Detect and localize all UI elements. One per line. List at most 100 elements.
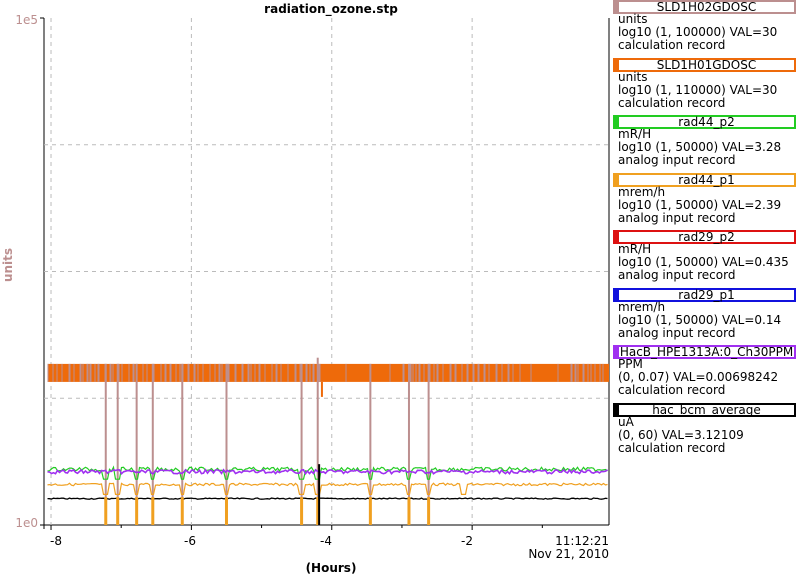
sld1h02gdosc-mark (409, 363, 412, 382)
sld1h02gdosc-mark (164, 363, 167, 382)
legend-range: log10 (1, 50000) VAL=0.435 (618, 255, 789, 269)
sld1h02gdosc-mark (442, 363, 444, 382)
sld1h02gdosc-mark (574, 363, 577, 382)
legend-range: log10 (1, 50000) VAL=0.14 (618, 312, 782, 327)
sld1h02gdosc-mark (530, 363, 532, 382)
sld1h02gdosc-mark (501, 363, 503, 382)
sld1h02gdosc-mark (402, 363, 405, 382)
y-axis-label: units (1, 248, 15, 282)
sld1h02gdosc-mark (345, 363, 347, 382)
x-tick-label-4: -2 (461, 534, 473, 548)
rad44-p2-line (47, 465, 608, 480)
sld1h02gdosc-mark (112, 363, 114, 382)
legend-record-type: analog input record (618, 268, 736, 282)
legend-range: log10 (1, 50000) VAL=3.28 (618, 140, 782, 154)
sld1h02gdosc-mark (258, 363, 261, 382)
sld1h02gdosc-mark (142, 363, 144, 382)
legend-record-type: calculation record (618, 440, 726, 455)
sld1h02gdosc-mark (73, 363, 75, 382)
sld1h02gdosc-mark (175, 363, 177, 382)
sld1h01gdosc-band (47, 363, 609, 382)
rad44-p1-spike-5 (180, 497, 184, 525)
sld1h02gdosc-mark (86, 363, 89, 382)
sld1h02gdosc-mark (128, 363, 130, 382)
sld1h02gdosc-mark (287, 363, 289, 382)
sld1h02gdosc-mark (214, 363, 216, 382)
legend-swatch-box[interactable]: SLD1H01GDOSC (613, 57, 796, 72)
sld1h02gdosc-mark (97, 363, 100, 382)
sld1h02gdosc-mark (305, 363, 308, 382)
sld1h02gdosc-mark (94, 363, 96, 382)
sld1h02gdosc-mark (472, 363, 475, 382)
sld1h02gdosc-mark (179, 363, 181, 382)
sld1h02gdosc-mark (241, 363, 244, 382)
sld1h02gdosc-mark (280, 363, 282, 382)
x-tick-label-2: -6 (184, 534, 196, 548)
rad44-p1-spike-6 (224, 497, 228, 525)
sld1h02gdosc-mark (153, 363, 155, 382)
legend-range: (0, 60) VAL=3.12109 (618, 427, 744, 442)
sld1h02gdosc-mark (512, 363, 514, 382)
sld1h02gdosc-mark (187, 363, 190, 382)
legend-item-rad44-p2[interactable]: rad44_p2 mR/H log10 (1, 50000) VAL=3.28 … (613, 115, 800, 173)
sld1h02gdosc-mark (56, 363, 58, 382)
sld1h02gdosc-mark (197, 363, 199, 382)
legend-swatch-box[interactable]: rad44_p1 (613, 172, 796, 187)
rad44-p1-spike-11 (427, 497, 431, 525)
sld1h02gdosc-mark (495, 363, 498, 382)
sld1h02gdosc-mark (109, 363, 112, 382)
legend-swatch-box[interactable]: hac_bcm_average (613, 402, 796, 417)
date-label: Nov 21, 2010 (528, 547, 609, 561)
sld1h02gdosc-mark (483, 363, 486, 382)
legend-item-hac-bcm-average[interactable]: hac_bcm_average uA (0, 60) VAL=3.12109 c… (613, 402, 800, 461)
legend-item-hacb-hpe1313a[interactable]: HacB_HPE1313A:0_Ch30PPM PPM (0, 0.07) VA… (613, 345, 800, 403)
sld1h02gdosc-mark (507, 363, 510, 382)
sld1h02gdosc-mark (250, 363, 252, 382)
legend-item-rad44-p1[interactable]: rad44_p1 mrem/h log10 (1, 50000) VAL=2.3… (613, 172, 800, 231)
time-label: 11:12:21 (555, 534, 609, 548)
legend-unit: mrem/h (618, 299, 666, 314)
sld1h02gdosc-mark (454, 363, 457, 382)
legend-record-type: analog input record (618, 153, 736, 167)
legend-swatch-box[interactable]: HacB_HPE1313A:0_Ch30PPM (613, 345, 796, 359)
legend-range: log10 (1, 110000) VAL=30 (618, 82, 778, 97)
legend-swatch-box[interactable]: rad29_p2 (613, 230, 796, 244)
sld1h02gdosc-mark (221, 363, 223, 382)
sld1h02gdosc-mark (309, 363, 311, 382)
x-tick-label-1: -8 (50, 534, 62, 548)
legend-item-sld1h02gdosc[interactable]: SLD1H02GDOSC units log10 (1, 100000) VAL… (613, 0, 800, 58)
sld1h02gdosc-mark (436, 363, 439, 382)
sld1h02gdosc-mark (209, 363, 211, 382)
sld1h02gdosc-mark (602, 363, 604, 382)
sld1h02gdosc-mark (477, 363, 480, 382)
legend-swatch-box[interactable]: rad44_p2 (613, 115, 796, 129)
sld1h02gdosc-mark (264, 363, 266, 382)
legend-unit: uA (618, 414, 634, 429)
sld1h02gdosc-mark (570, 363, 573, 382)
sld1h02gdosc-mark (294, 363, 297, 382)
sld1h02gdosc-mark (247, 363, 250, 382)
sld1h02gdosc-mark (577, 363, 579, 382)
legend-item-rad29-p2[interactable]: rad29_p2 mR/H log10 (1, 50000) VAL=0.435… (613, 230, 800, 288)
legend-item-sld1h01gdosc[interactable]: SLD1H01GDOSC units log10 (1, 110000) VAL… (613, 57, 800, 116)
legend-record-type: analog input record (618, 325, 736, 340)
legend-record-type: calculation record (618, 383, 726, 397)
sld1h02gdosc-mark (227, 363, 230, 382)
legend-unit: mrem/h (618, 184, 666, 199)
sld1h02gdosc-mark (557, 363, 559, 382)
sld1h02gdosc-mark (594, 363, 596, 382)
legend-record-type: calculation record (618, 95, 726, 110)
sld1h02gdosc-mark (466, 363, 469, 382)
legend-item-rad29-p1[interactable]: rad29_p1 mrem/h log10 (1, 50000) VAL=0.1… (613, 287, 800, 346)
legend-swatch-box[interactable]: rad29_p1 (613, 287, 796, 302)
sld1h02gdosc-mark (193, 363, 196, 382)
rad44-p1-spike-7 (300, 497, 304, 525)
sld1h02gdosc-mark (79, 363, 82, 382)
sld1h02gdosc-mark (318, 363, 321, 382)
legend-swatch-box[interactable]: SLD1H02GDOSC (613, 0, 796, 14)
sld1h02gdosc-mark (449, 363, 452, 382)
rad44-p1-spike-1 (104, 497, 108, 525)
hac-bcm-average-line (47, 497, 608, 500)
sld1h02gdosc-mark (389, 363, 391, 382)
legend-unit: mR/H (618, 242, 652, 256)
